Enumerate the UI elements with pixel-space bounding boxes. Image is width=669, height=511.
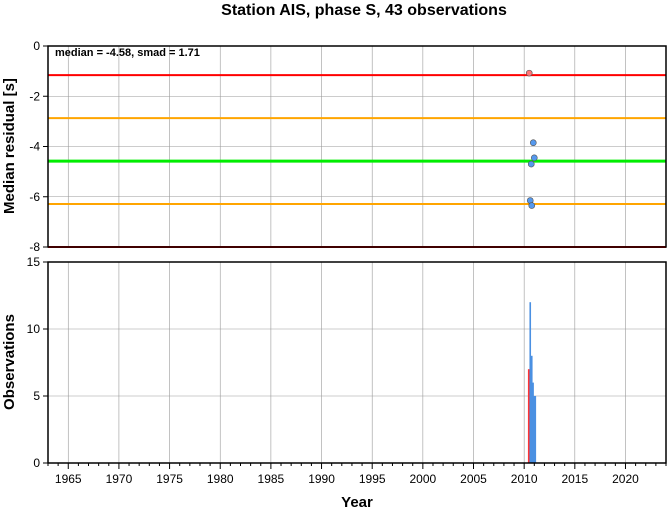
residual-y-tick-label: -6	[29, 190, 40, 204]
observation-bar	[527, 369, 530, 463]
x-tick-label: 1985	[258, 472, 285, 486]
observations-panel: 0 5 10 15 1965 1970 1975 1980 1985 1990 1995 2000 2…	[1, 255, 667, 511]
residual-point	[529, 139, 537, 147]
x-tick-label: 2020	[612, 472, 639, 486]
residual-point	[525, 69, 533, 77]
observation-bar	[533, 396, 536, 463]
x-tick-label: 1990	[308, 472, 335, 486]
observations-x-ticks: 1965 1970 1975 1980 1985 1990 1995 2000 2005 2010…	[47, 463, 667, 486]
observations-y-ticks: 0 5 10 15	[27, 255, 48, 470]
observations-y-axis-label: Observations	[1, 314, 18, 410]
observation-bar	[529, 302, 532, 463]
residual-point	[528, 202, 536, 209]
x-tick-label: 1980	[207, 472, 234, 486]
residual-point	[530, 154, 538, 162]
residual-y-tick-label: -8	[29, 240, 40, 254]
x-axis-label: Year	[341, 494, 373, 511]
observations-y-tick-label: 15	[27, 255, 41, 269]
observations-y-tick-label: 0	[33, 456, 40, 470]
residual-point	[527, 160, 535, 168]
residual-y-ticks: 0 -2 -4 -6 -8	[29, 39, 48, 254]
x-tick-label: 2000	[410, 472, 437, 486]
chart-title: Station AIS, phase S, 43 observations	[221, 2, 507, 19]
observation-bar	[530, 355, 533, 463]
residual-panel: 0 -2 -4 -6 -8 median = -4.58, smad = 1.71 Me…	[1, 39, 667, 254]
x-tick-label: 1965	[55, 472, 82, 486]
observation-bar	[534, 396, 537, 463]
residual-annotation: median = -4.58, smad = 1.71	[55, 47, 200, 59]
x-tick-label: 2005	[460, 472, 487, 486]
residual-y-tick-label: -4	[29, 140, 40, 154]
observations-y-tick-label: 10	[27, 322, 41, 336]
residual-y-axis-label: Median residual [s]	[1, 78, 18, 214]
residual-reference-lines	[48, 74, 666, 248]
observations-grid	[48, 261, 666, 464]
observations-y-tick-label: 5	[33, 389, 40, 403]
observations-bars	[527, 302, 537, 463]
x-tick-label: 2010	[511, 472, 538, 486]
residual-grid	[48, 45, 666, 248]
residual-points	[525, 69, 538, 209]
x-tick-label: 1970	[106, 472, 133, 486]
residual-y-tick-label: -2	[29, 89, 40, 103]
residual-y-tick-label: 0	[33, 39, 40, 53]
x-tick-label: 2015	[561, 472, 588, 486]
x-tick-label: 1975	[156, 472, 183, 486]
x-tick-label: 1995	[359, 472, 386, 486]
observations-plot-frame	[47, 261, 667, 464]
observation-bar	[532, 382, 534, 463]
